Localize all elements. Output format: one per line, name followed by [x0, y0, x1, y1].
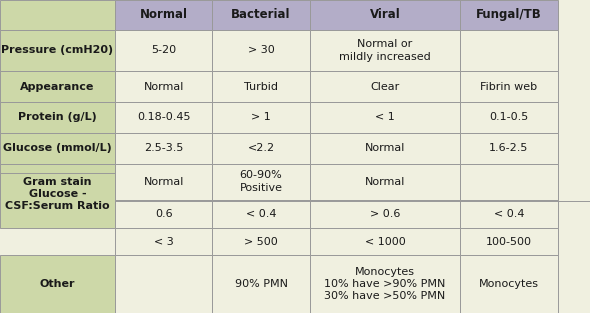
Text: Normal: Normal [140, 8, 188, 21]
Text: Viral: Viral [369, 8, 401, 21]
Text: Glucose (mmol/L): Glucose (mmol/L) [3, 143, 112, 153]
Text: 0.6: 0.6 [155, 209, 172, 219]
Bar [310, 228, 460, 255]
Text: Normal or
mildly increased: Normal or mildly increased [339, 39, 431, 62]
Bar [212, 200, 310, 228]
Bar [115, 102, 212, 133]
Text: > 1: > 1 [251, 112, 271, 122]
Bar [460, 0, 558, 30]
Bar [0, 255, 115, 313]
Text: < 1: < 1 [375, 112, 395, 122]
Bar [310, 164, 460, 200]
Text: Normal: Normal [365, 143, 405, 153]
Text: Normal: Normal [143, 82, 184, 92]
Text: Protein (g/L): Protein (g/L) [18, 112, 97, 122]
Bar [460, 133, 558, 164]
Text: Gram stain: Gram stain [23, 177, 92, 187]
Bar [310, 133, 460, 164]
Bar [115, 0, 212, 30]
Bar [115, 164, 212, 200]
Text: > 30: > 30 [248, 45, 274, 55]
Bar [115, 255, 212, 313]
Bar [460, 164, 558, 200]
Bar [212, 102, 310, 133]
Bar [212, 30, 310, 71]
Text: Normal: Normal [143, 177, 184, 187]
Bar [0, 172, 115, 228]
Text: <2.2: <2.2 [248, 143, 274, 153]
Bar [115, 133, 212, 164]
Text: Other: Other [40, 279, 76, 289]
Text: 2.5-3.5: 2.5-3.5 [144, 143, 183, 153]
Text: 1.6-2.5: 1.6-2.5 [489, 143, 529, 153]
Text: 100-500: 100-500 [486, 237, 532, 247]
Bar [212, 0, 310, 30]
Text: Fungal/TB: Fungal/TB [476, 8, 542, 21]
Text: < 0.4: < 0.4 [494, 209, 524, 219]
Bar [115, 30, 212, 71]
Bar [460, 71, 558, 102]
Bar [460, 102, 558, 133]
Bar [212, 255, 310, 313]
Bar [0, 71, 115, 102]
Bar [310, 71, 460, 102]
Text: 0.1-0.5: 0.1-0.5 [489, 112, 529, 122]
Bar [212, 133, 310, 164]
Bar [212, 71, 310, 102]
Text: Bacterial: Bacterial [231, 8, 291, 21]
Text: > 0.6: > 0.6 [370, 209, 400, 219]
Text: Fibrin web: Fibrin web [480, 82, 537, 92]
Bar [115, 200, 212, 228]
Text: > 500: > 500 [244, 237, 278, 247]
Bar [460, 30, 558, 71]
Bar [115, 71, 212, 102]
Text: 5-20: 5-20 [151, 45, 176, 55]
Text: Monocytes
10% have >90% PMN
30% have >50% PMN: Monocytes 10% have >90% PMN 30% have >50… [324, 267, 445, 301]
Bar [460, 228, 558, 255]
Text: Pressure (cmH20): Pressure (cmH20) [1, 45, 114, 55]
Text: 0.18-0.45: 0.18-0.45 [137, 112, 191, 122]
Bar [212, 164, 310, 200]
Text: Monocytes: Monocytes [479, 279, 539, 289]
Bar [0, 30, 115, 71]
Bar [0, 164, 115, 200]
Text: 60-90%
Positive: 60-90% Positive [240, 171, 283, 193]
Bar [460, 255, 558, 313]
Text: < 3: < 3 [154, 237, 173, 247]
Text: Turbid: Turbid [244, 82, 278, 92]
Text: < 0.4: < 0.4 [246, 209, 276, 219]
Bar [310, 102, 460, 133]
Bar [0, 0, 115, 30]
Bar [310, 200, 460, 228]
Bar [115, 228, 212, 255]
Bar [310, 0, 460, 30]
Bar [310, 255, 460, 313]
Bar [460, 200, 558, 228]
Text: < 1000: < 1000 [365, 237, 405, 247]
Text: 90% PMN: 90% PMN [235, 279, 287, 289]
Text: Appearance: Appearance [20, 82, 95, 92]
Bar [310, 30, 460, 71]
Bar [212, 228, 310, 255]
Bar [0, 102, 115, 133]
Text: Glucose -
CSF:Serum Ratio: Glucose - CSF:Serum Ratio [5, 189, 110, 212]
Text: Normal: Normal [365, 177, 405, 187]
Text: Clear: Clear [371, 82, 399, 92]
Bar [0, 133, 115, 164]
